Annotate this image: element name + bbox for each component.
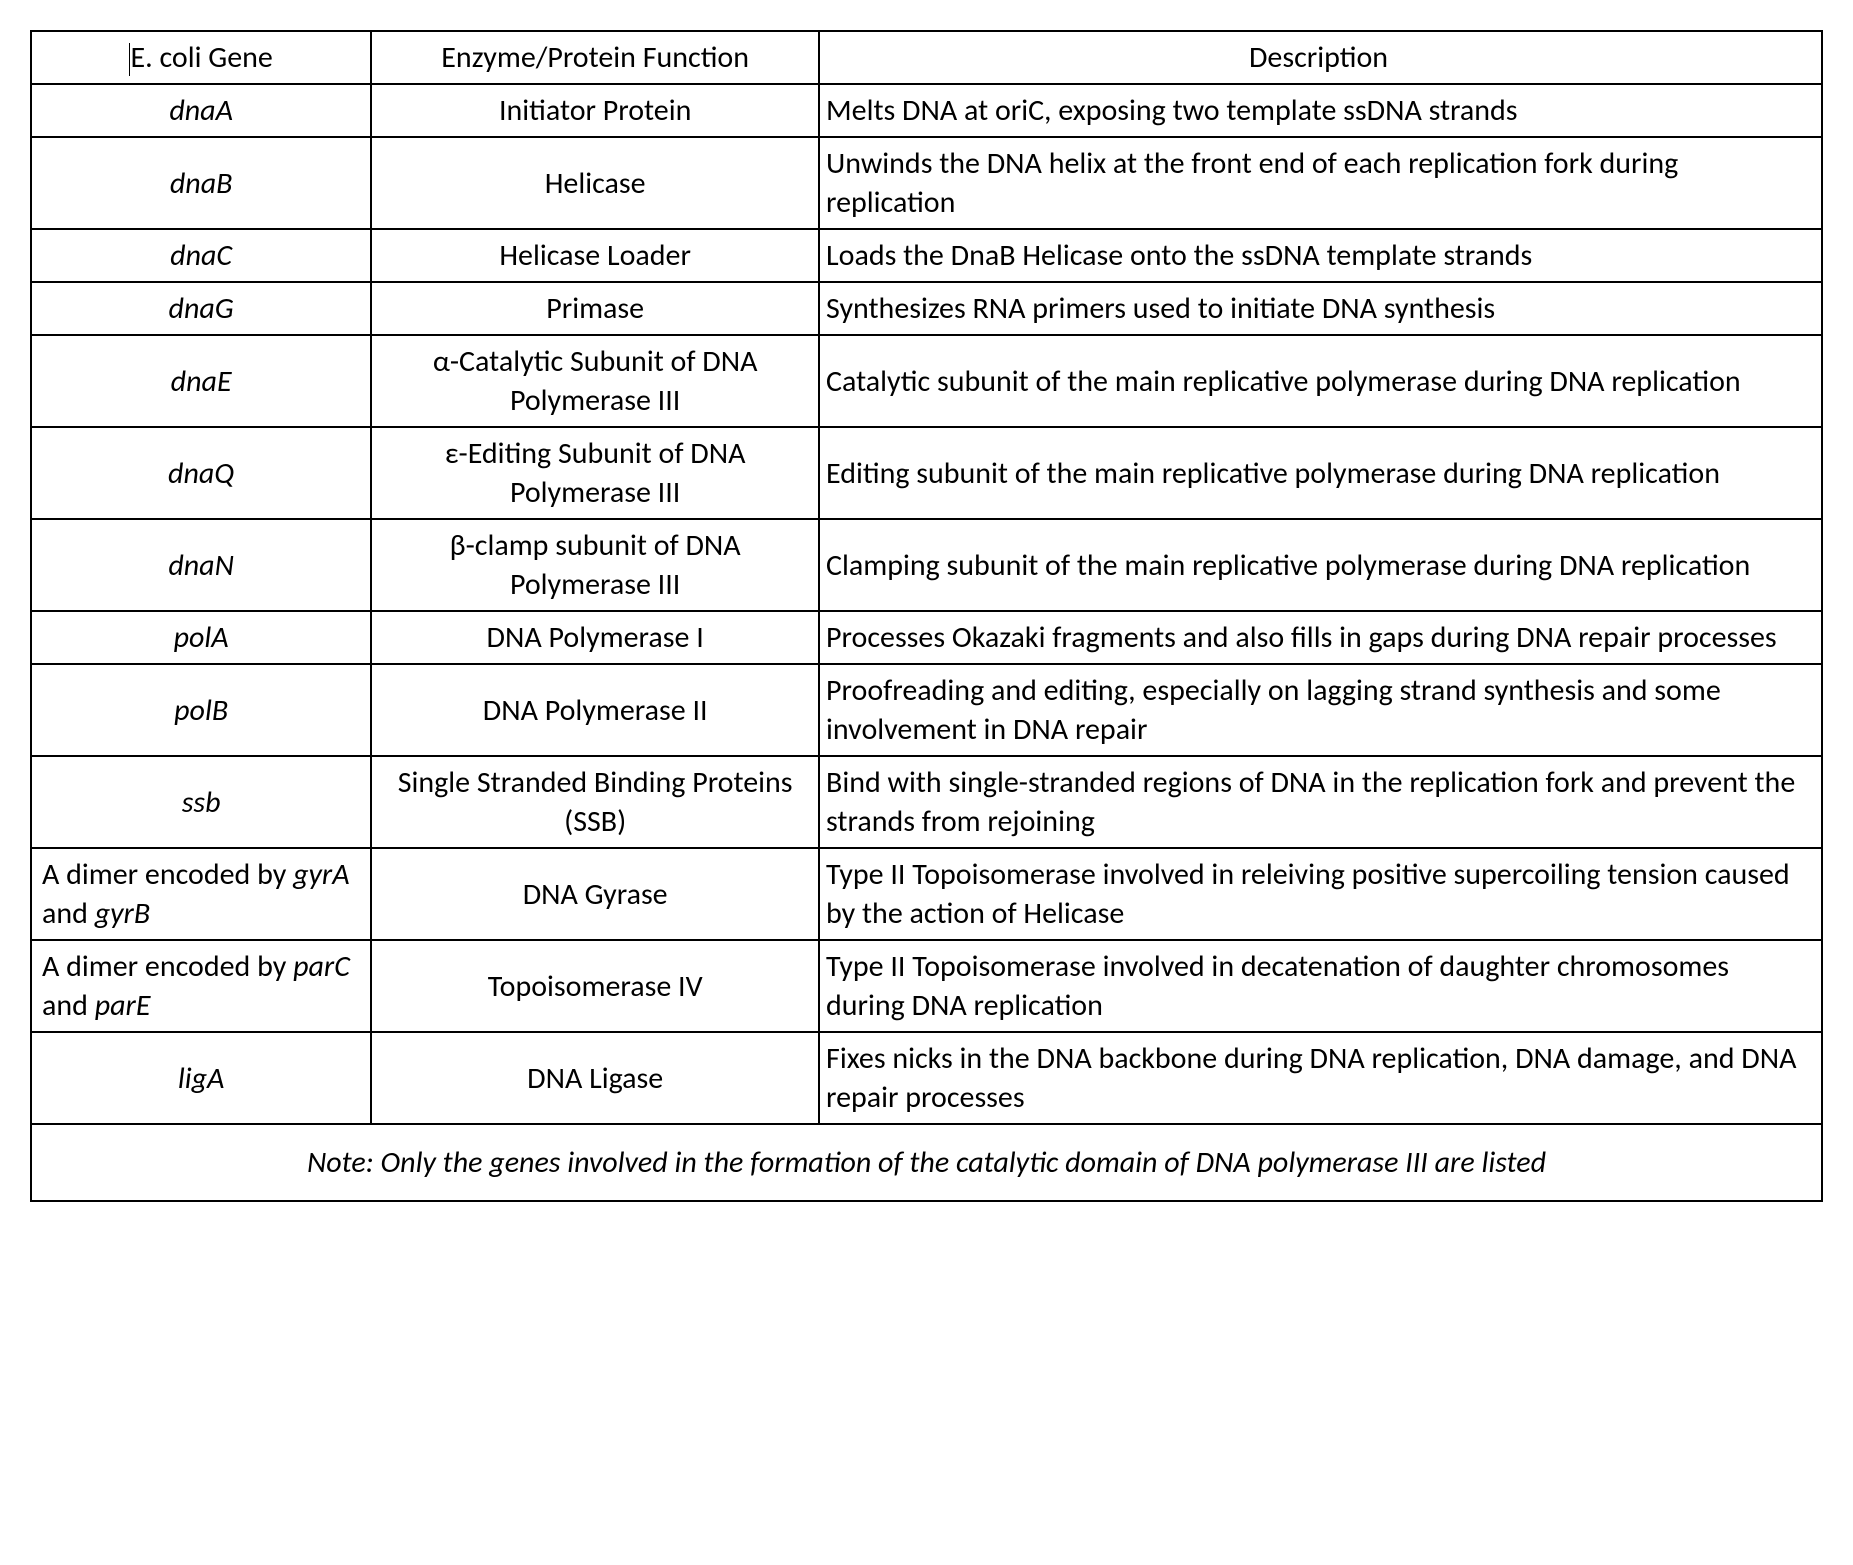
table-row: dnaQε-Editing Subunit of DNA Polymerase … — [31, 427, 1822, 519]
cell-description: Melts DNA at oriC, exposing two template… — [819, 84, 1822, 137]
table-row: ligADNA LigaseFixes nicks in the DNA bac… — [31, 1032, 1822, 1124]
table-row: dnaNβ-clamp subunit of DNA Polymerase II… — [31, 519, 1822, 611]
cell-function: ε-Editing Subunit of DNA Polymerase III — [371, 427, 819, 519]
gene-dimer-prefix: A dimer encoded by — [42, 856, 293, 893]
table-row: dnaCHelicase LoaderLoads the DnaB Helica… — [31, 229, 1822, 282]
cell-function: β-clamp subunit of DNA Polymerase III — [371, 519, 819, 611]
gene-dimer-prefix: A dimer encoded by — [42, 948, 293, 985]
header-func: Enzyme/Protein Function — [371, 31, 819, 84]
gene-dimer-mid: and — [42, 895, 95, 932]
cell-function: Helicase Loader — [371, 229, 819, 282]
cell-gene: dnaQ — [31, 427, 371, 519]
cell-gene: ligA — [31, 1032, 371, 1124]
cell-description: Clamping subunit of the main replicative… — [819, 519, 1822, 611]
gene-name: parE — [95, 987, 151, 1024]
table-header-row: E. coli Gene Enzyme/Protein Function Des… — [31, 31, 1822, 84]
cell-gene: dnaG — [31, 282, 371, 335]
header-gene: E. coli Gene — [31, 31, 371, 84]
cell-function: Primase — [371, 282, 819, 335]
cell-description: Type II Topoisomerase involved in decate… — [819, 940, 1822, 1032]
cell-description: Proofreading and editing, especially on … — [819, 664, 1822, 756]
replication-genes-table: E. coli Gene Enzyme/Protein Function Des… — [30, 30, 1823, 1202]
table-row: polADNA Polymerase IProcesses Okazaki fr… — [31, 611, 1822, 664]
cell-description: Bind with single-stranded regions of DNA… — [819, 756, 1822, 848]
cell-gene: ssb — [31, 756, 371, 848]
table-note-row: Note: Only the genes involved in the for… — [31, 1124, 1822, 1201]
cell-function: Single Stranded Binding Proteins (SSB) — [371, 756, 819, 848]
table-row: A dimer encoded by parC and parETopoisom… — [31, 940, 1822, 1032]
cell-description: Type II Topoisomerase involved in releiv… — [819, 848, 1822, 940]
table-row: dnaGPrimaseSynthesizes RNA primers used … — [31, 282, 1822, 335]
table-note: Note: Only the genes involved in the for… — [31, 1124, 1822, 1201]
cell-function: Topoisomerase IV — [371, 940, 819, 1032]
cell-gene: dnaB — [31, 137, 371, 229]
cell-description: Fixes nicks in the DNA backbone during D… — [819, 1032, 1822, 1124]
gene-name: gyrA — [293, 856, 349, 893]
cell-description: Processes Okazaki fragments and also fil… — [819, 611, 1822, 664]
table-row: A dimer encoded by gyrA and gyrBDNA Gyra… — [31, 848, 1822, 940]
cell-gene: dnaE — [31, 335, 371, 427]
cell-description: Catalytic subunit of the main replicativ… — [819, 335, 1822, 427]
table-row: ssbSingle Stranded Binding Proteins (SSB… — [31, 756, 1822, 848]
cell-function: DNA Ligase — [371, 1032, 819, 1124]
gene-name: gyrB — [95, 895, 150, 932]
gene-dimer-mid: and — [42, 987, 95, 1024]
cell-function: DNA Polymerase II — [371, 664, 819, 756]
gene-name: parC — [293, 948, 350, 985]
cell-gene: dnaN — [31, 519, 371, 611]
cell-description: Editing subunit of the main replicative … — [819, 427, 1822, 519]
table-row: polBDNA Polymerase IIProofreading and ed… — [31, 664, 1822, 756]
cell-function: DNA Polymerase I — [371, 611, 819, 664]
cell-gene: dnaC — [31, 229, 371, 282]
cell-gene: A dimer encoded by gyrA and gyrB — [31, 848, 371, 940]
table-body: dnaAInitiator ProteinMelts DNA at oriC, … — [31, 84, 1822, 1201]
cell-function: α-Catalytic Subunit of DNA Polymerase II… — [371, 335, 819, 427]
table-row: dnaBHelicaseUnwinds the DNA helix at the… — [31, 137, 1822, 229]
cell-function: Initiator Protein — [371, 84, 819, 137]
cell-description: Unwinds the DNA helix at the front end o… — [819, 137, 1822, 229]
cell-gene: polB — [31, 664, 371, 756]
cell-description: Synthesizes RNA primers used to initiate… — [819, 282, 1822, 335]
cell-gene: polA — [31, 611, 371, 664]
header-gene-text: E. coli Gene — [130, 39, 272, 76]
cell-description: Loads the DnaB Helicase onto the ssDNA t… — [819, 229, 1822, 282]
cell-gene: dnaA — [31, 84, 371, 137]
header-desc: Description — [819, 31, 1822, 84]
table-row: dnaEα-Catalytic Subunit of DNA Polymeras… — [31, 335, 1822, 427]
table-row: dnaAInitiator ProteinMelts DNA at oriC, … — [31, 84, 1822, 137]
cell-function: Helicase — [371, 137, 819, 229]
cell-gene: A dimer encoded by parC and parE — [31, 940, 371, 1032]
cell-function: DNA Gyrase — [371, 848, 819, 940]
